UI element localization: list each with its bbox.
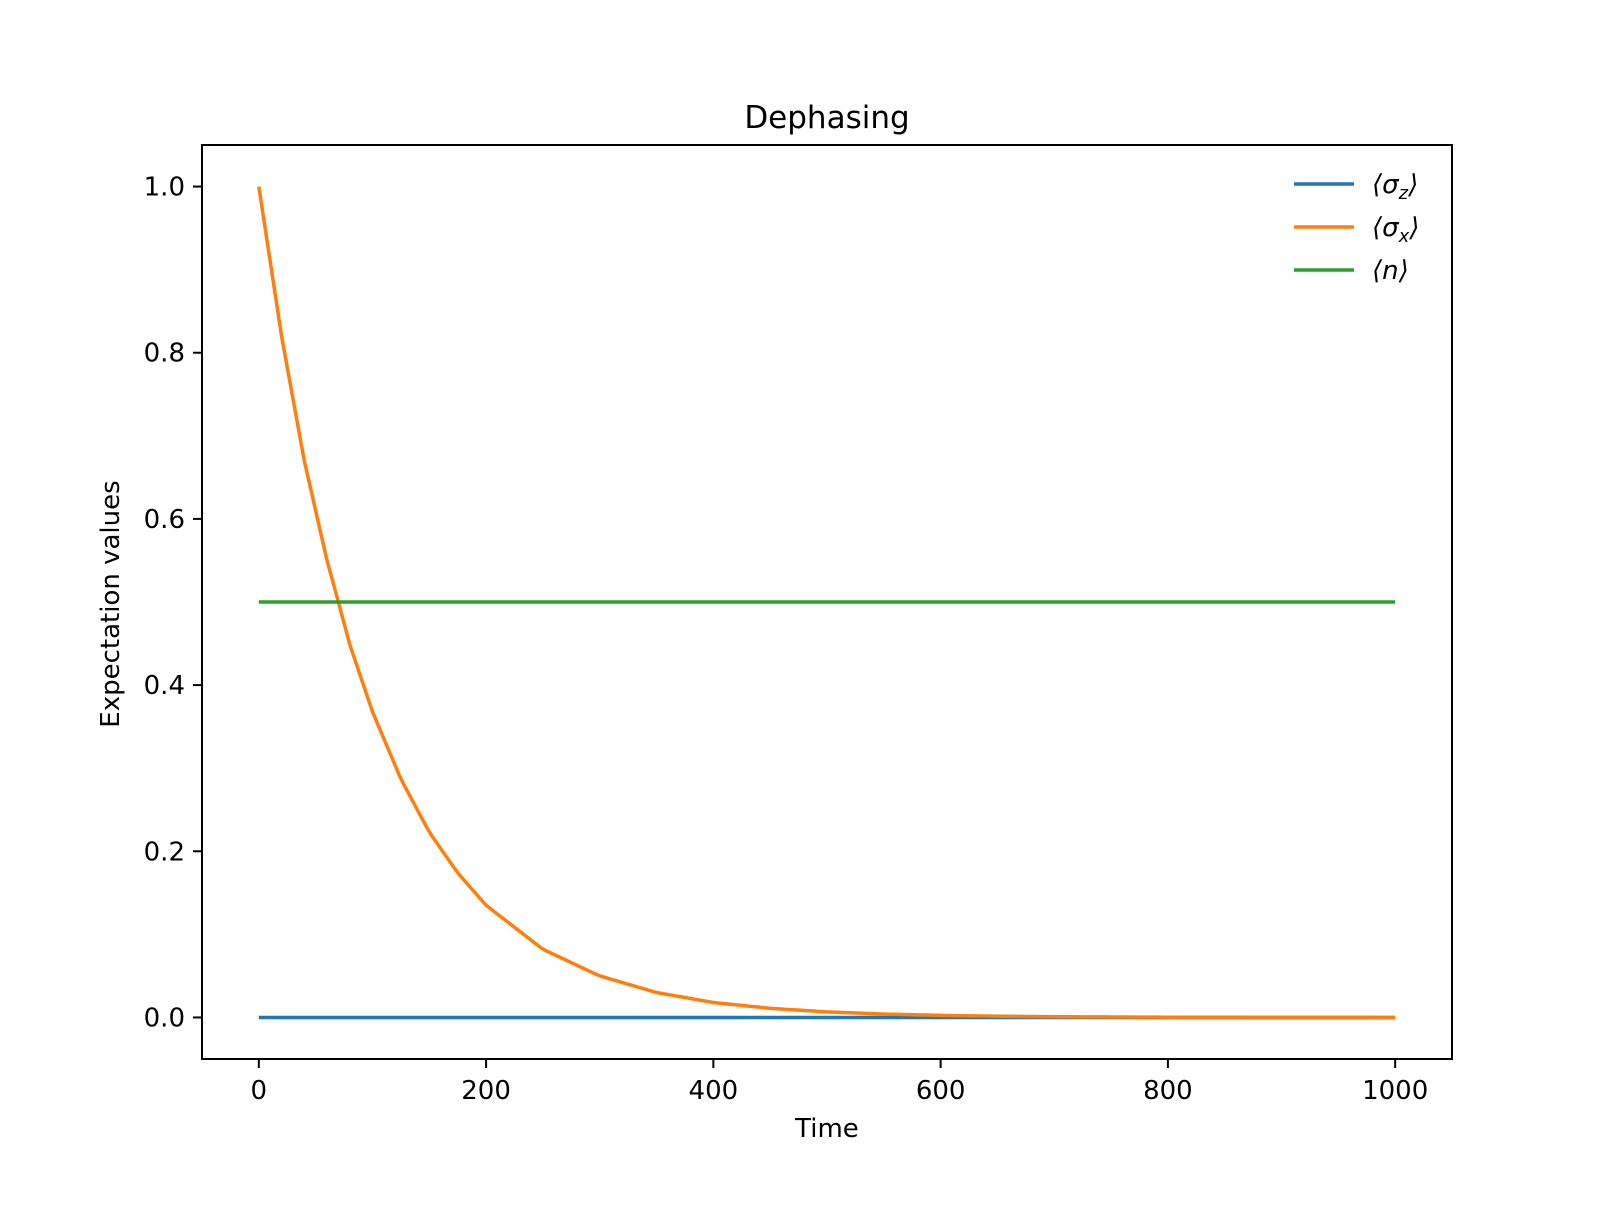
x-tick-label: 200 [461, 1076, 511, 1106]
y-tick-label: 0.8 [144, 339, 185, 369]
x-tick-label: 400 [689, 1076, 739, 1106]
y-tick-label: 0.2 [144, 837, 185, 867]
plot-area: 0 200 400 600 800 1000 0.0 0.2 0.4 0.6 0.8 1.0 [144, 144, 1453, 1106]
legend-label-3: ⟨n⟩ [1372, 256, 1409, 286]
x-tick-label: 800 [1143, 1076, 1193, 1106]
axes-frame [201, 144, 1453, 1060]
y-tick-label: 0.0 [144, 1003, 185, 1033]
x-tick-label: 1000 [1362, 1076, 1428, 1106]
y-axis-label: Expectation values [96, 480, 126, 727]
chart-title: Dephasing [744, 100, 909, 136]
legend: ⟨σz⟩ ⟨σx⟩ ⟨n⟩ [1294, 170, 1419, 286]
x-tick-label: 0 [251, 1076, 268, 1106]
y-tick-label: 1.0 [144, 173, 185, 203]
x-axis-label: Time [794, 1114, 859, 1144]
series-line-2 [257, 186, 1396, 1020]
y-tick-label: 0.4 [144, 671, 185, 701]
x-tick-label: 600 [916, 1076, 966, 1106]
legend-label-1: ⟨σz⟩ [1372, 170, 1418, 204]
legend-label-2: ⟨σx⟩ [1372, 213, 1419, 247]
y-tick-label: 0.6 [144, 505, 185, 535]
